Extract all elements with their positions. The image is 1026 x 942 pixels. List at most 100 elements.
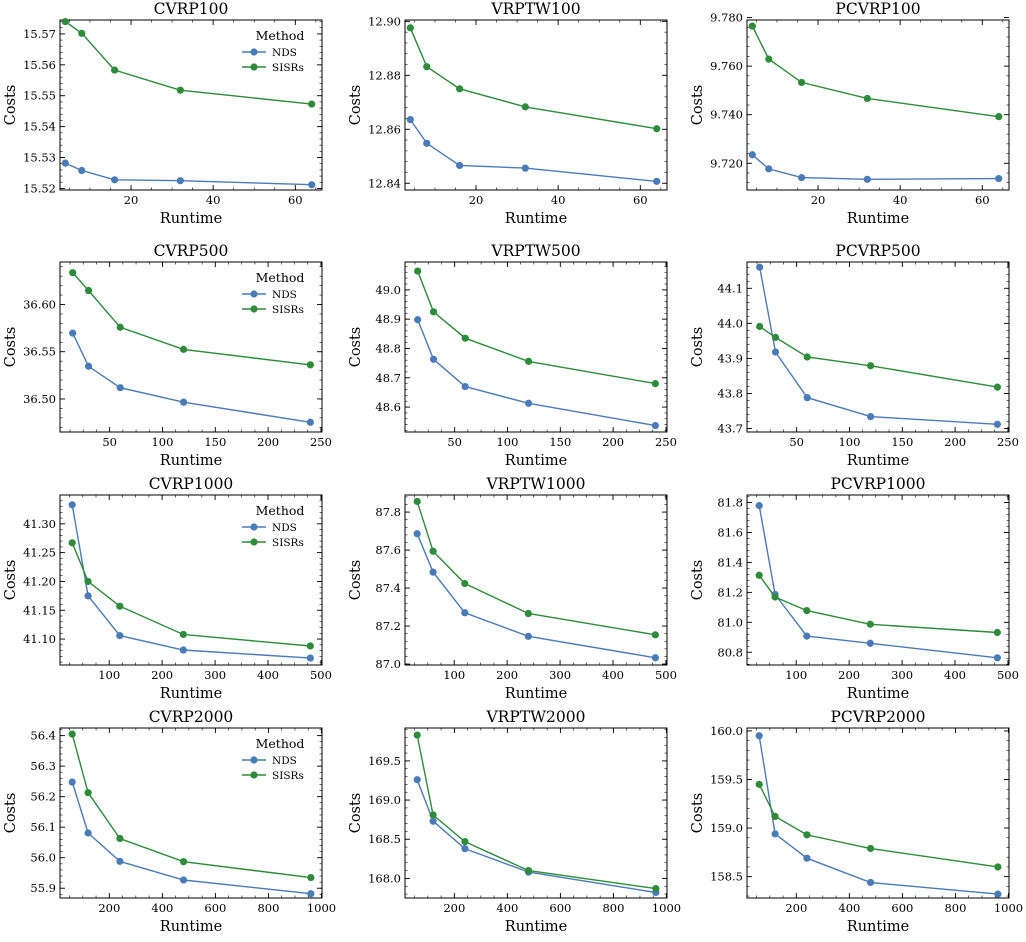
x-tick-label: 200	[98, 901, 120, 915]
series-line-sisrs	[71, 542, 311, 647]
data-point-sisrs	[651, 380, 659, 388]
legend-marker-nds	[250, 48, 258, 56]
x-tick-label: 40	[206, 193, 221, 207]
series-line-nds	[416, 779, 657, 894]
x-tick-label: 60	[975, 193, 990, 207]
axes-frame	[404, 727, 668, 899]
series-line-nds	[758, 735, 998, 895]
legend-marker-sisrs	[250, 538, 258, 546]
x-axis-label: Runtime	[847, 919, 909, 935]
y-tick-label: 158.5	[710, 870, 743, 884]
chart-title: VRPTW100	[490, 0, 580, 18]
data-point-sisrs	[993, 628, 1001, 637]
data-point-nds	[456, 161, 464, 170]
y-tick-label: 41.30	[23, 517, 56, 531]
panel-cvrp100: CVRP100 Runtime Costs 20 40 60 15.52 15.53 15.54…	[3, 0, 323, 227]
axes-frame	[746, 494, 1010, 666]
chart-title: PCVRP2000	[830, 708, 925, 726]
data-point-sisrs	[68, 539, 76, 547]
y-tick-label: 56.0	[30, 851, 56, 865]
data-point-sisrs	[994, 863, 1002, 871]
x-tick-label: 50	[789, 435, 804, 449]
y-tick-label: 44.1	[717, 281, 743, 295]
chart-title: PCVRP1000	[830, 475, 925, 493]
x-tick-label: 600	[891, 901, 913, 915]
x-tick-label: 20	[811, 193, 826, 207]
data-point-sisrs	[803, 353, 811, 361]
y-axis-label: Costs	[348, 327, 364, 368]
y-tick-label: 168.5	[368, 832, 401, 846]
y-tick-label: 9.780	[710, 11, 743, 25]
series-line-nds	[72, 332, 311, 423]
series-line-sisrs	[409, 27, 657, 130]
chart-title: PCVRP500	[835, 242, 920, 260]
y-axis-label: Costs	[348, 85, 364, 126]
legend-marker-sisrs	[250, 63, 258, 71]
axes-frame	[746, 19, 1010, 191]
data-point-nds	[111, 176, 119, 184]
y-tick-label: 56.2	[30, 790, 56, 804]
data-point-nds	[524, 632, 532, 640]
axes-frame	[746, 727, 1010, 899]
data-point-nds	[414, 316, 422, 324]
y-tick-label: 168.0	[368, 871, 401, 885]
y-tick-label: 44.0	[717, 316, 743, 330]
y-tick-label: 81.0	[717, 615, 743, 629]
x-tick-label: 40	[893, 193, 908, 207]
data-point-sisrs	[521, 103, 529, 111]
x-tick-label: 800	[944, 901, 966, 915]
data-point-nds	[423, 139, 431, 147]
data-point-sisrs	[652, 884, 660, 893]
data-point-nds	[765, 165, 773, 173]
y-tick-label: 9.740	[710, 108, 743, 122]
y-tick-label: 15.57	[23, 27, 56, 41]
y-tick-label: 48.8	[375, 341, 401, 355]
data-point-nds	[525, 399, 533, 407]
legend-marker-sisrs	[250, 305, 258, 313]
y-axis-label: Costs	[3, 560, 19, 601]
data-point-nds	[68, 501, 76, 509]
data-point-sisrs	[748, 22, 756, 30]
panel-pcvrp2000: PCVRP2000 Runtime Costs 200 400 600 800 1000 158…	[690, 708, 1023, 935]
legend-label-nds: NDS	[272, 522, 297, 534]
legend-label-sisrs: SISRs	[272, 62, 304, 74]
axes-frame	[59, 19, 323, 191]
data-point-sisrs	[84, 577, 92, 586]
data-point-sisrs	[414, 267, 422, 275]
y-tick-label: 41.20	[23, 574, 56, 588]
panel-cvrp2000: CVRP2000 Runtime Costs 200 400 600 800 1000 55.9…	[3, 708, 336, 935]
y-tick-label: 43.9	[717, 351, 743, 365]
data-point-sisrs	[61, 17, 69, 26]
y-tick-label: 56.4	[30, 729, 56, 743]
data-point-sisrs	[176, 86, 184, 94]
y-tick-label: 36.60	[23, 298, 56, 312]
data-point-nds	[461, 845, 469, 853]
data-point-sisrs	[69, 269, 77, 277]
data-point-sisrs	[653, 125, 661, 133]
data-point-nds	[748, 151, 756, 159]
y-tick-label: 48.9	[375, 312, 401, 326]
data-point-nds	[803, 632, 811, 640]
x-tick-label: 40	[551, 193, 566, 207]
legend-marker-nds	[250, 523, 258, 531]
data-point-nds	[429, 568, 437, 576]
panel-cvrp500: CVRP500 Runtime Costs 50 100 150 200 250 36.50 36…	[3, 242, 332, 469]
x-axis-label: Runtime	[505, 686, 567, 702]
y-tick-label: 81.4	[717, 555, 743, 569]
y-tick-label: 49.0	[375, 283, 401, 297]
x-tick-label: 400	[602, 668, 624, 682]
data-point-sisrs	[461, 837, 469, 846]
panel-pcvrp100: PCVRP100 Runtime Costs 20 40 60 9.720 9.740 9.76…	[690, 0, 1010, 227]
series-line-nds	[409, 119, 657, 183]
panel-vrptw500: VRPTW500 Runtime Costs 50 100 150 200 250 48.6 48…	[348, 242, 677, 469]
data-point-nds	[61, 159, 69, 167]
x-axis-label: Runtime	[847, 211, 909, 227]
data-point-sisrs	[867, 362, 875, 370]
data-point-nds	[461, 609, 469, 617]
x-tick-label: 300	[549, 668, 571, 682]
legend-title: Method	[256, 503, 305, 518]
data-point-sisrs	[803, 607, 811, 615]
x-tick-label: 400	[151, 901, 173, 915]
legend-marker-nds	[250, 290, 258, 298]
